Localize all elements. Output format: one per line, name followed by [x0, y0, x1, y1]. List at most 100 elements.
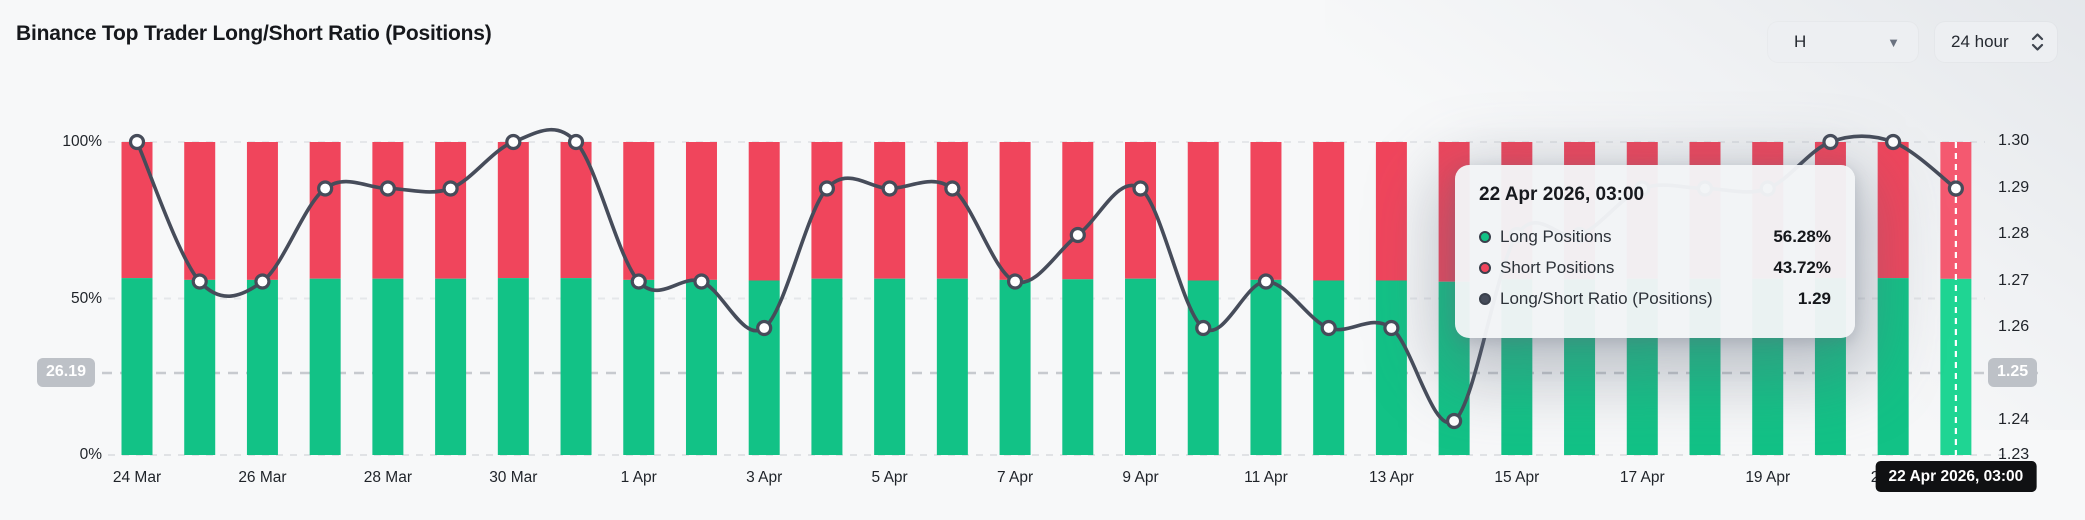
ratio-point[interactable]	[317, 180, 334, 197]
bar-long-positions[interactable]	[1375, 280, 1407, 455]
hover-tooltip: 22 Apr 2026, 03:00 Long Positions 56.28% S…	[1455, 165, 1855, 338]
bar-long-positions[interactable]	[811, 278, 843, 455]
chevron-up-down-icon	[2030, 31, 2045, 53]
bar-short-positions[interactable]	[372, 142, 404, 279]
bar-long-positions[interactable]	[246, 279, 278, 455]
y-axis-right-tick: 1.29	[1998, 178, 2030, 196]
ratio-point[interactable]	[1885, 133, 1902, 151]
ratio-point[interactable]	[1006, 273, 1024, 290]
bar-short-positions[interactable]	[623, 142, 655, 280]
tooltip-row: Long/Short Ratio (Positions) 1.29	[1479, 283, 1831, 314]
chart-controls: H ▼ 24 hour	[1768, 22, 2057, 62]
bar-short-positions[interactable]	[811, 142, 843, 279]
ratio-point[interactable]	[1132, 180, 1149, 197]
ratio-point[interactable]	[567, 133, 585, 151]
range-select[interactable]: 24 hour	[1935, 22, 2057, 62]
x-axis-tick: 19 Apr	[1745, 469, 1791, 486]
interval-select-value: H	[1794, 32, 1807, 51]
bar-long-positions[interactable]	[497, 278, 529, 455]
ratio-point[interactable]	[630, 273, 647, 290]
bar-short-positions[interactable]	[1877, 142, 1909, 279]
bar-short-positions[interactable]	[1187, 142, 1219, 281]
series-dot-icon	[1479, 261, 1491, 274]
series-dot-icon	[1479, 230, 1491, 243]
bar-long-positions[interactable]	[1877, 278, 1909, 455]
bar-long-positions[interactable]	[936, 278, 968, 455]
ratio-point[interactable]	[944, 180, 961, 197]
ratio-point[interactable]	[254, 273, 271, 290]
ratio-point[interactable]	[1320, 319, 1337, 337]
ratio-point[interactable]	[505, 133, 522, 151]
bar-short-positions[interactable]	[936, 142, 968, 279]
tooltip-row: Short Positions 43.72%	[1479, 252, 1831, 283]
tooltip-series-label: Long Positions	[1500, 226, 1612, 246]
bar-short-positions[interactable]	[309, 142, 341, 279]
bar-long-positions[interactable]	[184, 279, 216, 455]
bar-short-positions[interactable]	[121, 142, 153, 279]
bar-long-positions[interactable]	[372, 278, 404, 455]
y-axis-left-tick: 0%	[79, 446, 102, 463]
y-axis-left-tick: 100%	[62, 133, 102, 150]
tooltip-series-label: Short Positions	[1500, 257, 1615, 277]
ratio-point[interactable]	[1822, 133, 1839, 151]
bar-long-positions[interactable]	[435, 278, 467, 455]
x-axis-tick: 15 Apr	[1494, 469, 1540, 486]
ratio-point[interactable]	[1257, 273, 1275, 290]
ratio-point[interactable]	[1383, 319, 1400, 337]
tooltip-series-value: 56.28%	[1773, 226, 1831, 246]
bar-short-positions[interactable]	[999, 142, 1031, 280]
bar-long-positions[interactable]	[1125, 278, 1157, 455]
ratio-point[interactable]	[818, 180, 836, 197]
y-axis-right-tick: 1.26	[1998, 318, 2030, 335]
ratio-point[interactable]	[1195, 319, 1212, 337]
bar-long-positions[interactable]	[999, 279, 1031, 455]
x-axis-tick: 7 Apr	[996, 469, 1034, 486]
interval-select[interactable]: H ▼	[1768, 22, 1918, 62]
bar-long-positions[interactable]	[748, 280, 780, 455]
bar-long-positions[interactable]	[560, 278, 592, 455]
bar-short-positions[interactable]	[1313, 142, 1345, 281]
bar-short-positions[interactable]	[685, 142, 717, 280]
bar-short-positions[interactable]	[1250, 142, 1282, 280]
bar-short-positions[interactable]	[1375, 142, 1407, 281]
bar-short-positions[interactable]	[184, 142, 216, 280]
ratio-point[interactable]	[881, 180, 898, 197]
ratio-point[interactable]	[693, 273, 710, 290]
bar-short-positions[interactable]	[497, 142, 529, 279]
range-select-value: 24 hour	[1951, 32, 2009, 51]
ratio-point[interactable]	[128, 133, 146, 151]
bar-short-positions[interactable]	[1125, 142, 1157, 279]
ratio-point[interactable]	[442, 180, 459, 197]
ratio-point[interactable]	[1446, 412, 1463, 430]
bar-short-positions[interactable]	[874, 142, 906, 279]
ratio-point-hovered[interactable]	[1947, 180, 1964, 197]
ratio-point[interactable]	[191, 273, 208, 290]
bar-long-positions[interactable]	[121, 278, 153, 455]
x-axis-tick: 3 Apr	[746, 469, 783, 486]
bar-short-positions[interactable]	[1062, 142, 1094, 280]
bar-long-positions[interactable]	[1187, 280, 1219, 455]
tooltip-series-value: 1.29	[1797, 288, 1831, 308]
bar-long-positions[interactable]	[1062, 279, 1094, 455]
x-axis-tick: 5 Apr	[871, 469, 908, 486]
tooltip-row: Long Positions 56.28%	[1479, 221, 1831, 252]
bar-long-positions[interactable]	[1250, 279, 1282, 455]
bar-long-positions[interactable]	[685, 279, 717, 455]
bar-short-positions[interactable]	[246, 142, 278, 280]
x-axis-tick: 26 Mar	[238, 469, 287, 486]
bar-short-positions[interactable]	[560, 142, 592, 279]
y-axis-right-tick: 1.27	[1998, 271, 2030, 289]
bar-long-positions[interactable]	[1313, 280, 1345, 455]
bar-short-positions[interactable]	[748, 142, 780, 281]
bar-long-positions[interactable]	[309, 278, 341, 455]
ratio-point[interactable]	[756, 319, 773, 337]
ratio-point[interactable]	[1069, 226, 1086, 244]
bar-short-positions[interactable]	[435, 142, 467, 279]
x-axis-tick: 9 Apr	[1122, 469, 1159, 486]
bar-long-positions[interactable]	[623, 279, 655, 455]
right-axis-marker-badge: 1.25	[1988, 358, 2038, 387]
series-dot-icon	[1479, 292, 1491, 305]
bar-long-positions[interactable]	[874, 278, 906, 455]
ratio-point[interactable]	[379, 180, 396, 197]
